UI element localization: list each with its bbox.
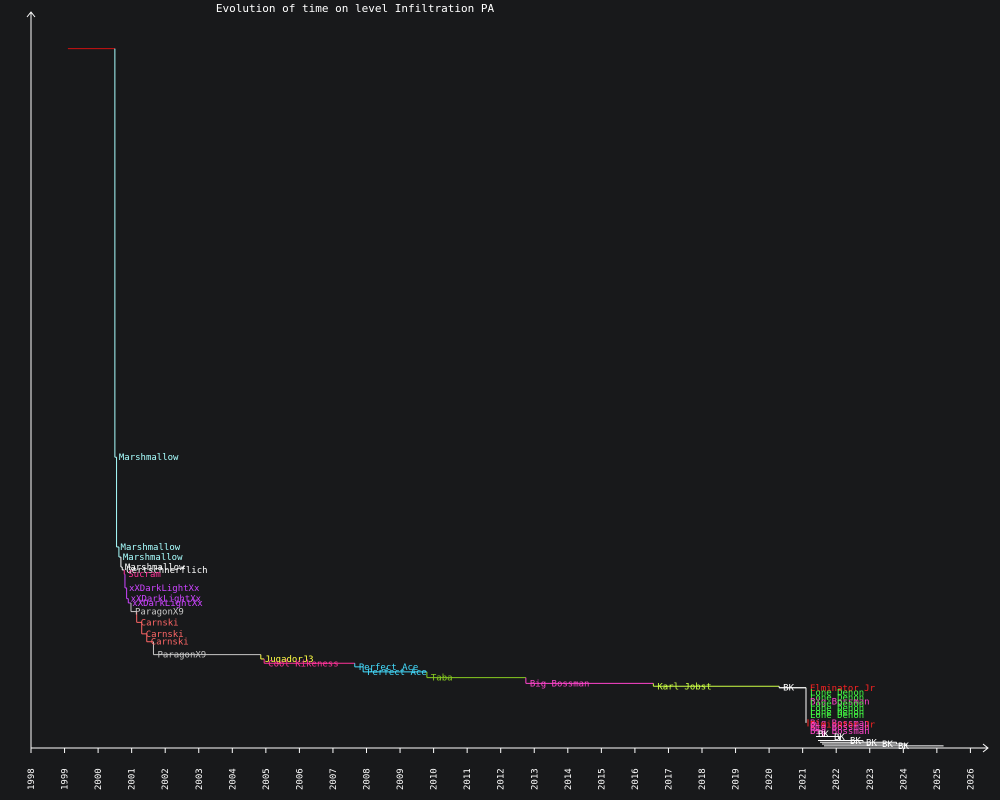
x-tick-label: 2016 xyxy=(631,768,641,790)
record-label: ParagonX9 xyxy=(157,651,206,661)
x-tick-label: 2015 xyxy=(597,768,607,790)
x-tick-label: 2009 xyxy=(396,768,406,790)
x-tick-label: 2025 xyxy=(933,768,943,790)
record-label: Marshmallow xyxy=(123,553,183,563)
x-tick-label: 2018 xyxy=(698,768,708,790)
x-tick-label: 2022 xyxy=(832,768,842,790)
late-label: Big Bossman xyxy=(810,727,870,737)
record-label: Big Bossman xyxy=(530,679,590,689)
x-tick-label: 2008 xyxy=(363,768,373,790)
late-label: Lone Denon xyxy=(810,694,864,704)
x-tick-label: 2000 xyxy=(94,768,104,790)
record-label: Carnski xyxy=(151,638,189,648)
late-label: Lone Denon xyxy=(810,711,864,721)
record-label: Cool Kikeness xyxy=(268,659,338,669)
late-label: Lone Denon xyxy=(810,708,864,718)
record-label: Sucram xyxy=(128,570,161,580)
x-tick-label: 2011 xyxy=(463,768,473,790)
x-tick-label: 2024 xyxy=(899,768,909,790)
x-tick-label: 2014 xyxy=(564,768,574,790)
x-tick-label: 2026 xyxy=(966,768,976,790)
late-label: BK xyxy=(850,736,861,746)
x-tick-label: 2007 xyxy=(329,768,339,790)
late-label: Big Bossman xyxy=(810,719,870,729)
record-label: Carnski xyxy=(141,618,179,628)
record-label: BK xyxy=(783,684,794,694)
x-tick-label: 2006 xyxy=(295,768,305,790)
late-label: Elminator Jr xyxy=(810,720,876,730)
late-label: Lone Denon xyxy=(810,704,864,714)
x-tick-label: 1998 xyxy=(27,768,37,790)
x-tick-label: 2019 xyxy=(732,768,742,790)
late-label: BK xyxy=(834,733,845,743)
record-label: JugadorJ3 xyxy=(265,655,314,665)
x-tick-label: 2012 xyxy=(497,768,507,790)
record-label: Carnski xyxy=(146,630,184,640)
x-tick-label: 2010 xyxy=(430,768,440,790)
late-label: BK xyxy=(882,740,893,750)
late-label: Elminator Jr xyxy=(810,684,876,694)
late-label: Big Bossman xyxy=(810,723,870,733)
x-tick-label: 2005 xyxy=(262,768,272,790)
record-label: Marshmallow xyxy=(121,543,181,553)
x-tick-label: 2004 xyxy=(228,768,238,790)
late-label: BK xyxy=(866,738,877,748)
x-tick-label: 2013 xyxy=(530,768,540,790)
late-label: BK xyxy=(818,730,829,740)
late-label: Big Bossman xyxy=(810,697,870,707)
x-tick-label: 2023 xyxy=(866,768,876,790)
x-axis-arrow xyxy=(982,743,989,753)
x-tick-label: 2003 xyxy=(195,768,205,790)
x-tick-label: 2001 xyxy=(128,768,138,790)
late-label: BK xyxy=(898,742,909,752)
y-axis-arrow xyxy=(26,11,36,18)
record-label: xXDarkLightXx xyxy=(129,584,200,594)
late-label: Lone Denon xyxy=(810,689,864,699)
record-label: Taba xyxy=(431,674,453,684)
record-label: Karl Jobst xyxy=(657,682,711,692)
record-label: Perfect Ace xyxy=(367,668,427,678)
record-label: xXDarkLightXx xyxy=(131,595,202,605)
record-label: Perfect Ace xyxy=(359,663,419,673)
record-label: xXDarkLightXx xyxy=(132,599,203,609)
x-tick-label: 2017 xyxy=(664,768,674,790)
record-label: Marshmallow xyxy=(119,453,179,463)
x-tick-label: 2020 xyxy=(765,768,775,790)
record-label: Marshmallow xyxy=(125,563,185,573)
chart-title: Evolution of time on level Infiltration … xyxy=(215,2,495,15)
x-tick-label: 2021 xyxy=(799,768,809,790)
x-tick-label: 1999 xyxy=(61,768,71,790)
record-label: Gertschnerflich xyxy=(126,566,207,576)
record-label: ParagonX9 xyxy=(135,608,184,618)
late-label: Lone Denon xyxy=(810,699,864,709)
x-tick-label: 2002 xyxy=(161,768,171,790)
